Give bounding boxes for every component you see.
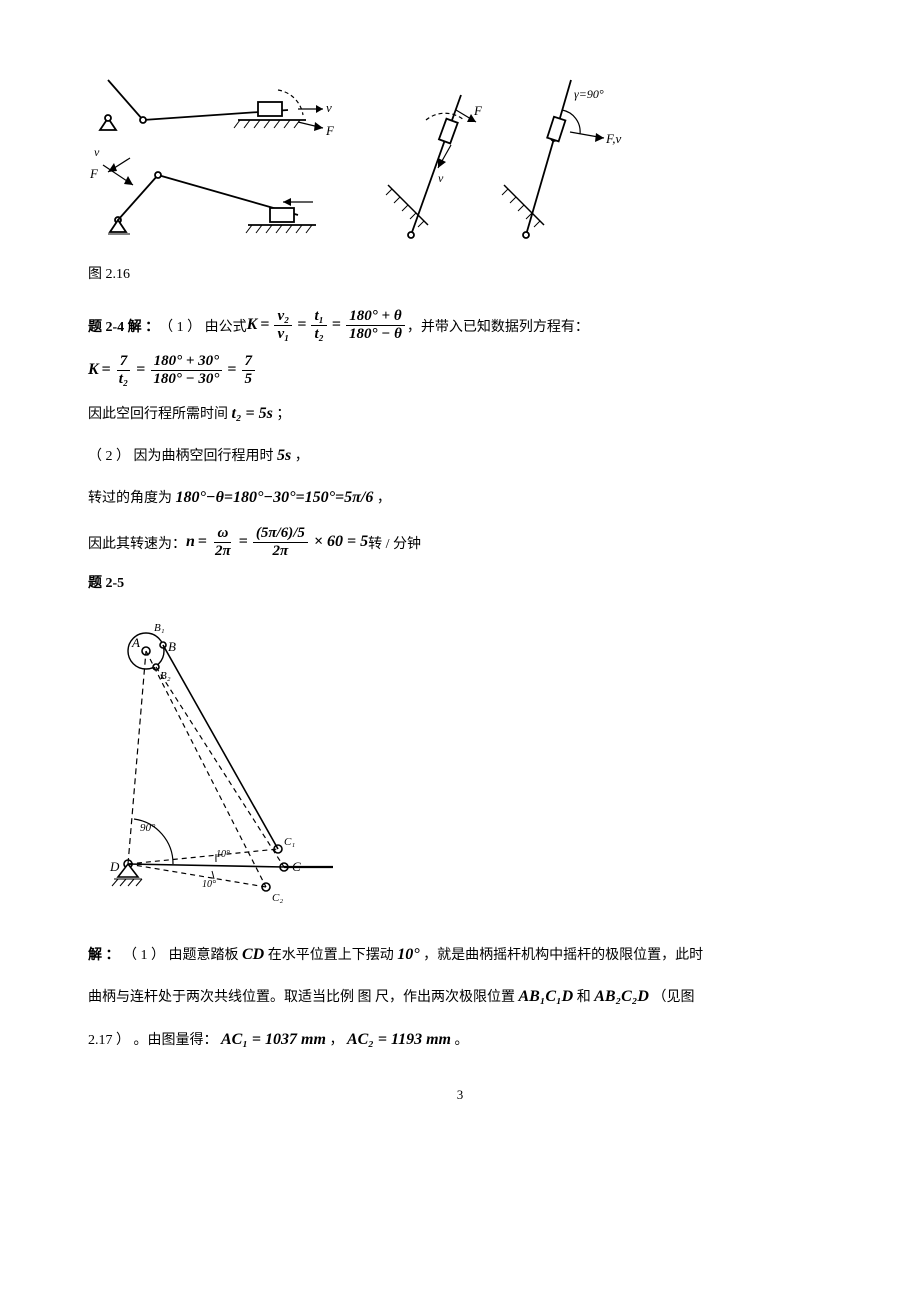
- figure-2-17: A B₁ B B₂ C₁ C C₂ D 90° 10° 10°: [88, 609, 832, 920]
- svg-text:v: v: [94, 145, 100, 159]
- svg-text:C₂: C₂: [272, 892, 283, 904]
- problem-2-4-line4: 转过的角度为 180°−θ=180°−30°=150°=5π/6 ，: [88, 483, 832, 513]
- formula-K-definition: K= v₂v₁ = t₁t₂ = 180° + θ180° − θ: [247, 309, 407, 342]
- formula-angle: 180°−θ=180°−30°=150°=5π/6: [176, 489, 374, 506]
- symbol-AB1C1D: AB₁C₁D: [519, 988, 574, 1005]
- svg-text:D: D: [109, 859, 120, 874]
- solution-label: 解 ：: [88, 948, 120, 963]
- symbol-AB2C2D: AB₂C₂D: [594, 988, 649, 1005]
- svg-text:C₁: C₁: [284, 836, 295, 848]
- text: （ 1 ） 由公式: [159, 315, 247, 342]
- figure-2-16: v F v: [88, 60, 832, 250]
- svg-text:v: v: [326, 100, 332, 115]
- problem-2-5-heading: 题 2-5: [88, 571, 832, 598]
- problem-2-5-line2: 曲柄与连杆处于两次共线位置。取适当比例 图 尺，作出两次极限位置 AB₁C₁D …: [88, 982, 832, 1012]
- svg-text:B₂: B₂: [160, 670, 171, 682]
- symbol-AC2: AC₂ = 1193 mm: [347, 1031, 451, 1048]
- svg-text:F,v: F,v: [605, 131, 622, 146]
- svg-text:90°: 90°: [140, 822, 156, 834]
- formula-t2: t₂ = 5s: [232, 405, 273, 422]
- svg-text:F: F: [89, 166, 99, 181]
- svg-text:γ=90°: γ=90°: [574, 87, 604, 101]
- problem-2-5-line1: 解 ： （ 1 ） 由题意踏板 CD 在水平位置上下摆动 10° ，就是曲柄摇杆…: [88, 940, 832, 970]
- svg-text:B₁: B₁: [154, 622, 165, 634]
- symbol-AC1: AC₁ = 1037 mm: [221, 1031, 326, 1048]
- svg-text:v: v: [438, 171, 444, 185]
- figure-2-16-caption: 图 2.16: [88, 262, 832, 289]
- svg-text:F: F: [473, 103, 483, 118]
- svg-text:10°: 10°: [202, 879, 216, 890]
- formula-5s: 5s: [277, 447, 291, 464]
- svg-text:C: C: [292, 859, 301, 874]
- figure-2-16-left: v F v: [88, 60, 348, 250]
- svg-text:10°: 10°: [216, 849, 230, 860]
- problem-2-5-line3: 2.17 ） 。由图量得： AC₁ = 1037 mm ， AC₂ = 1193…: [88, 1025, 832, 1055]
- formula-K-numeric: K= 7t₂ = 180° + 30°180° − 30° = 75: [88, 354, 257, 387]
- formula-n: n= ω2π = (5π/6)/52π × 60 = 5: [186, 526, 368, 559]
- problem-2-4-line3: （ 2 ） 因为曲柄空回行程用时 5s ，: [88, 441, 832, 471]
- figure-2-16-right: F v γ=90° F,v: [356, 60, 626, 250]
- problem-2-4-formula2: K= 7t₂ = 180° + 30°180° − 30° = 75: [88, 354, 832, 387]
- svg-text:F: F: [325, 123, 335, 138]
- symbol-10deg: 10°: [397, 946, 419, 963]
- svg-text:B: B: [168, 639, 176, 654]
- symbol-CD: CD: [242, 946, 264, 963]
- page-number: 3: [88, 1083, 832, 1108]
- problem-2-4-line1: 题 2-4 解 ： （ 1 ） 由公式 K= v₂v₁ = t₁t₂ = 180…: [88, 309, 832, 342]
- svg-text:A: A: [131, 635, 140, 650]
- text: ，并带入已知数据列方程有：: [407, 315, 589, 342]
- problem-2-4-line5: 因此其转速为： n= ω2π = (5π/6)/52π × 60 = 5 转 /…: [88, 526, 832, 559]
- problem-2-4-heading: 题 2-4 解 ：: [88, 315, 159, 342]
- problem-2-4-line2: 因此空回行程所需时间 t₂ = 5s ；: [88, 399, 832, 429]
